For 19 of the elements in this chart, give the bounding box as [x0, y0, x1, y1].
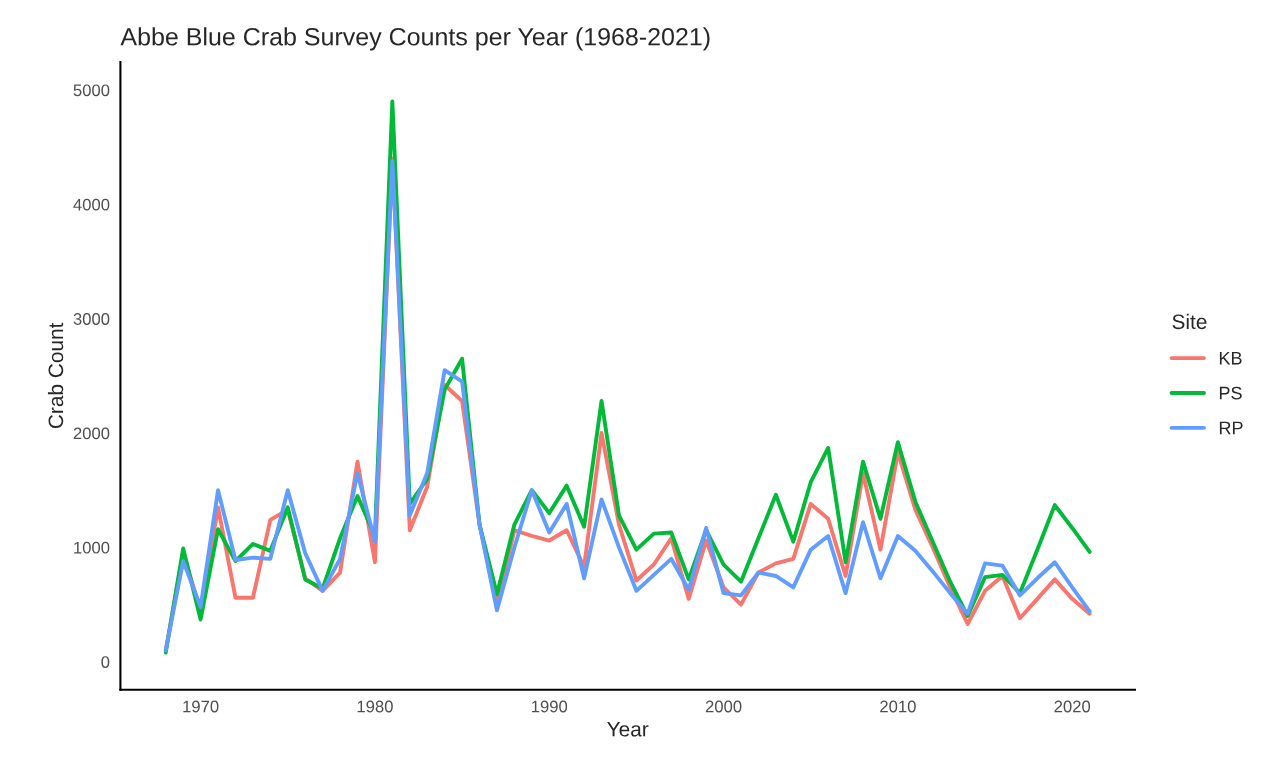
x-axis-title: Year — [607, 722, 649, 737]
x-tick-label: 1990 — [531, 700, 568, 713]
x-tick-label: 2000 — [705, 700, 742, 713]
y-tick-label: 1000 — [74, 541, 110, 554]
chart-title: Abbe Blue Crab Survey Counts per Year (1968-2021) — [120, 27, 710, 51]
legend-title: Site — [1172, 313, 1207, 330]
y-axis-title: Crab Count — [47, 322, 64, 429]
legend-label: KB — [1219, 351, 1242, 365]
y-tick-label: 2000 — [73, 427, 110, 440]
y-tick-label: 3000 — [73, 313, 110, 325]
legend-label: PS — [1219, 386, 1242, 400]
x-tick-label: 2020 — [1054, 700, 1091, 713]
x-tick-label: 1980 — [357, 700, 393, 713]
y-tick-label: 5000 — [73, 84, 110, 97]
legend-label: RP — [1219, 421, 1243, 435]
y-tick-label: 0 — [101, 656, 110, 668]
y-tick-label: 4000 — [73, 198, 110, 211]
x-tick-label: 1970 — [183, 700, 219, 713]
x-tick-label: 2010 — [880, 700, 916, 713]
